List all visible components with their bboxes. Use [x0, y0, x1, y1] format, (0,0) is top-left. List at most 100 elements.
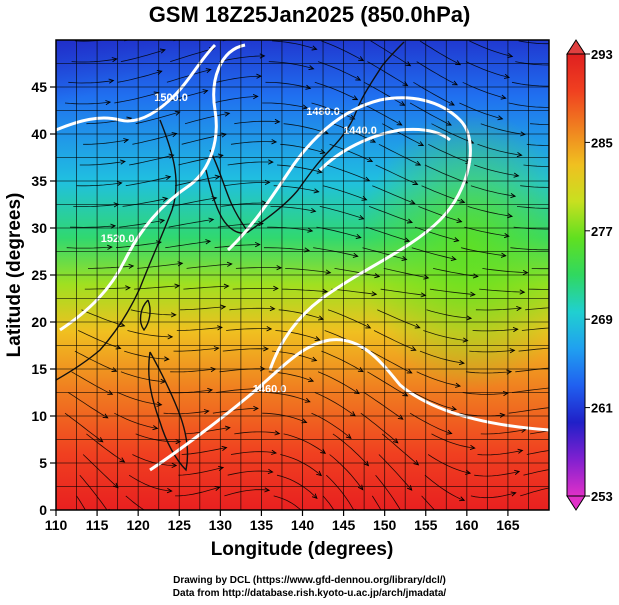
streamline [511, 81, 549, 87]
streamline [332, 433, 369, 466]
streamline-arrow [217, 325, 223, 331]
streamline-arrow [213, 346, 220, 352]
streamline [469, 40, 513, 57]
streamline [66, 246, 112, 249]
streamline-arrow [462, 337, 469, 343]
streamline [314, 81, 358, 100]
streamline [184, 427, 230, 435]
streamline [173, 347, 219, 352]
streamline-arrow [320, 448, 327, 454]
y-tick-label: 20 [31, 314, 47, 330]
streamline [510, 247, 549, 251]
streamline [477, 143, 522, 156]
credits: Drawing by DCL (https://www.gfd-dennou.o… [0, 574, 619, 600]
streamline-arrow [119, 322, 126, 328]
streamline-arrow [271, 139, 278, 145]
streamline-arrow [412, 180, 419, 185]
streamline [262, 102, 308, 109]
coastlines [56, 41, 405, 472]
streamline [416, 371, 461, 387]
streamline [372, 185, 415, 204]
streamline [124, 40, 130, 42]
streamline-arrow [226, 261, 233, 267]
taiwan-coastline [139, 299, 151, 332]
streamline-arrow [202, 89, 209, 95]
x-tick-label: 130 [209, 517, 233, 533]
streamline-arrow [263, 34, 268, 38]
streamline-arrow [107, 244, 113, 250]
x-tick-label: 145 [332, 517, 356, 533]
streamline-arrow [345, 433, 352, 439]
streamline-arrow [358, 56, 365, 61]
streamline [314, 392, 356, 417]
streamline [234, 431, 280, 435]
grid [56, 40, 549, 510]
streamline [319, 206, 364, 220]
streamline [135, 111, 180, 125]
streamline-arrow [322, 288, 329, 294]
streamline-arrow [271, 449, 278, 455]
streamline-arrow [273, 285, 279, 292]
streamline [419, 40, 461, 65]
streamline-arrow [554, 227, 559, 231]
streamline-arrow [396, 120, 403, 126]
streamline-arrow [253, 405, 259, 412]
streamline-arrow [107, 390, 114, 395]
streamline [119, 219, 165, 228]
contour-label: 1460.0 [253, 384, 287, 396]
streamline-arrow [404, 237, 411, 243]
streamline [373, 330, 416, 351]
streamline [316, 226, 361, 238]
streamline-arrow [110, 223, 117, 229]
streamline [413, 392, 457, 410]
streamline [265, 81, 311, 89]
streamline-arrow [510, 193, 517, 199]
streamline-arrow [111, 57, 118, 63]
streamline-arrow [446, 120, 452, 126]
streamline [421, 495, 436, 510]
y-tick-label: 35 [31, 173, 47, 189]
colorbar-label: 293 [591, 47, 613, 62]
streamline-arrow [374, 273, 381, 279]
streamline-arrow [258, 221, 264, 227]
streamline [214, 244, 260, 249]
streamline [114, 92, 159, 104]
streamline [181, 133, 227, 145]
streamline-arrow [308, 377, 315, 383]
streamline [163, 410, 209, 415]
streamline [311, 102, 355, 120]
streamline-arrow [102, 413, 109, 419]
streamline-arrow [167, 334, 174, 340]
streamline [469, 349, 515, 353]
streamline [383, 268, 429, 279]
streamline-arrow [516, 305, 523, 312]
streamline-arrow [451, 405, 458, 411]
streamline-arrow [446, 429, 453, 435]
y-axis-title: Latitude (degrees) [4, 193, 25, 358]
streamline [69, 225, 116, 228]
streamline-arrow [205, 239, 212, 245]
streamline-arrow [500, 94, 507, 100]
streamline [117, 70, 162, 83]
streamline-arrow [208, 217, 215, 223]
streamline-arrow [105, 100, 112, 106]
streamline [230, 451, 277, 455]
streamline [221, 202, 267, 207]
x-tick-label: 115 [86, 517, 109, 533]
streamline [74, 350, 117, 372]
streamline [371, 495, 382, 510]
streamline [276, 164, 322, 173]
streamline-arrow [163, 28, 168, 32]
streamline [462, 392, 508, 395]
streamline [128, 474, 172, 492]
streamline [226, 328, 272, 331]
streamline [224, 182, 270, 187]
streamline [528, 288, 549, 290]
streamline-arrow [304, 397, 311, 403]
streamline-arrow [469, 444, 476, 451]
streamline-arrow [552, 386, 557, 390]
streamline [480, 429, 526, 435]
streamline-arrow [551, 248, 556, 252]
streamline [329, 143, 373, 162]
streamline [467, 206, 513, 217]
